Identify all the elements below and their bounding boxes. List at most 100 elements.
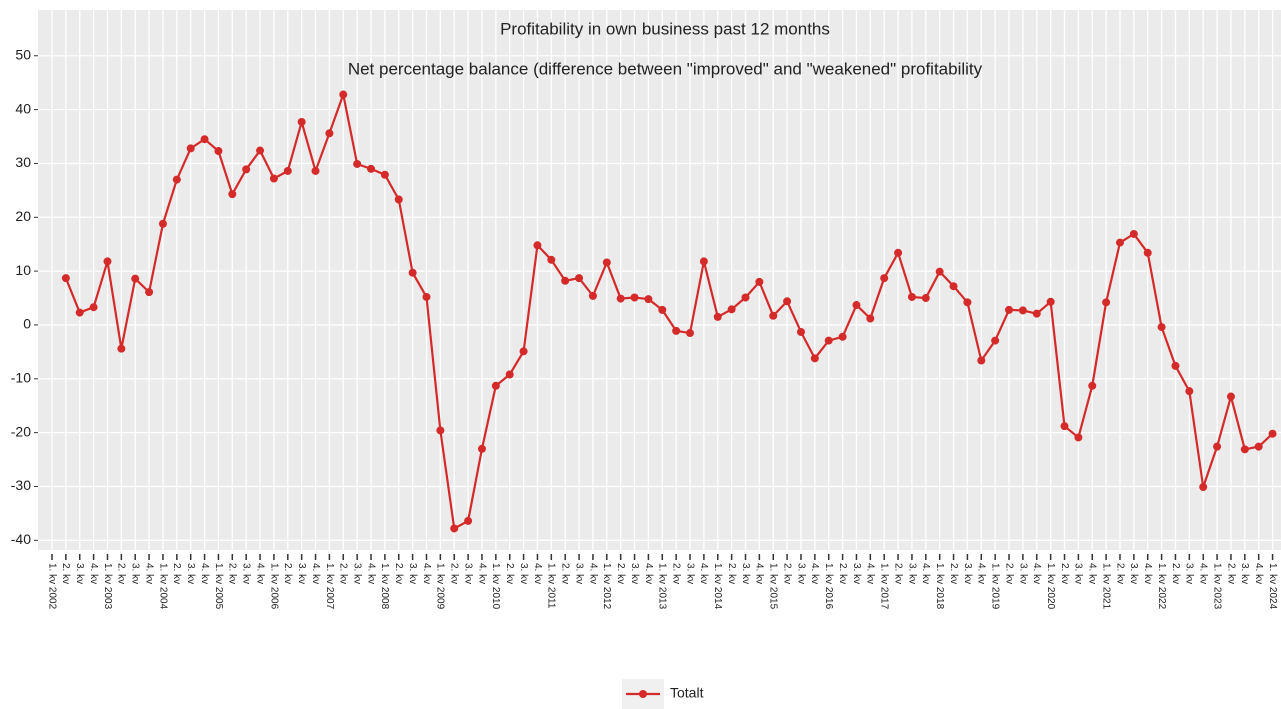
- legend-point: [639, 690, 647, 698]
- x-tick-label: 2. kv: [1114, 563, 1125, 584]
- x-tick-label: 3. kv: [241, 563, 252, 584]
- x-tick-label: 3. kv: [851, 563, 862, 584]
- x-tick-label: 1. kv 2003: [102, 563, 113, 610]
- point: [1240, 445, 1249, 454]
- point: [145, 288, 154, 297]
- x-tick-label: 1. kv 2008: [379, 563, 390, 610]
- x-tick-label: 2. kv: [393, 563, 404, 584]
- y-tick-label: -20: [11, 423, 31, 439]
- point: [491, 381, 500, 390]
- point: [61, 274, 70, 283]
- x-tick-label: 4. kv: [976, 563, 987, 584]
- point: [117, 344, 126, 353]
- x-tick-label: 4. kv: [365, 563, 376, 584]
- point: [1143, 248, 1152, 257]
- x-tick-label: 3. kv: [462, 563, 473, 584]
- point: [158, 219, 167, 228]
- point: [894, 248, 903, 257]
- x-tick-label: 4. kv: [920, 563, 931, 584]
- x-tick-label: 4. kv: [1087, 563, 1098, 584]
- point: [1088, 381, 1097, 390]
- line: [64, 90, 1274, 531]
- point: [408, 268, 417, 277]
- point: [547, 255, 556, 264]
- grid: [38, 10, 1281, 550]
- x-tick-label: 2. kv: [837, 563, 848, 584]
- point: [977, 356, 986, 365]
- point: [783, 297, 792, 306]
- x-tick-label: 2. kv: [227, 563, 238, 584]
- point: [1032, 309, 1041, 318]
- plot-background: [38, 10, 1281, 550]
- point: [810, 354, 819, 363]
- point: [824, 336, 833, 345]
- point: [297, 117, 306, 126]
- point: [228, 190, 237, 199]
- x-tick-label: 1. kv 2019: [990, 563, 1001, 610]
- x-tick-label: 4. kv: [643, 563, 654, 584]
- point: [616, 294, 625, 303]
- x-tick-label: 3. kv: [573, 563, 584, 584]
- point: [1046, 297, 1055, 306]
- x-tick-label: 1. kv 2004: [157, 563, 168, 610]
- x-tick-label: 1. kv 2014: [712, 563, 723, 610]
- point: [699, 257, 708, 266]
- point: [477, 444, 486, 453]
- x-tick-label: 3. kv: [629, 563, 640, 584]
- point: [1115, 238, 1124, 247]
- x-tick-label: 4. kv: [1198, 563, 1209, 584]
- point: [131, 274, 140, 283]
- point: [186, 144, 195, 153]
- x-tick-label: 4. kv: [1253, 563, 1264, 584]
- x-tick-label: 3. kv: [518, 563, 529, 584]
- x-tick-label: 3. kv: [296, 563, 307, 584]
- point: [1102, 298, 1111, 307]
- x-tick-label: 1. kv 2011: [546, 563, 557, 609]
- x-tick-label: 3. kv: [185, 563, 196, 584]
- point: [575, 274, 584, 283]
- point: [935, 267, 944, 276]
- y-tick-label: -10: [11, 369, 31, 385]
- x-tick-label: 4. kv: [1142, 563, 1153, 584]
- marks: [61, 90, 1277, 533]
- x-tick-label: 2. kv: [282, 563, 293, 584]
- x-tick-label: 3. kv: [1017, 563, 1028, 584]
- point: [658, 305, 667, 314]
- x-tick-label: 2. kv: [60, 563, 71, 584]
- point: [880, 274, 889, 283]
- x-tick-label: 1. kv 2024: [1267, 563, 1278, 610]
- x-tick-label: 1. kv 2015: [768, 563, 779, 610]
- x-tick-label: 3. kv: [1184, 563, 1195, 584]
- x-tick-label: 3. kv: [962, 563, 973, 584]
- y-tick-label: -40: [11, 531, 31, 547]
- x-tick-label: 4. kv: [88, 563, 99, 584]
- point: [769, 311, 778, 320]
- point: [1129, 229, 1138, 238]
- x-tick-label: 4. kv: [532, 563, 543, 584]
- y-tick-label: -30: [11, 477, 31, 493]
- point: [852, 301, 861, 310]
- point: [1005, 305, 1014, 314]
- y-tick-label: 0: [23, 316, 31, 332]
- point: [949, 282, 958, 291]
- x-tick-label: 2. kv: [504, 563, 515, 584]
- point: [755, 277, 764, 286]
- x-tick-label: 1. kv 2010: [490, 563, 501, 610]
- x-tick-label: 2. kv: [781, 563, 792, 584]
- point: [256, 146, 265, 155]
- point: [991, 336, 1000, 345]
- point: [269, 174, 278, 183]
- x-tick-label: 4. kv: [254, 563, 265, 584]
- point: [838, 332, 847, 341]
- point: [394, 195, 403, 204]
- point: [1268, 429, 1277, 438]
- chart-title: Profitability in own business past 12 mo…: [500, 19, 830, 38]
- x-tick-label: 4. kv: [310, 563, 321, 584]
- point: [1185, 387, 1194, 396]
- x-tick-label: 3. kv: [351, 563, 362, 584]
- point: [686, 329, 695, 338]
- point: [1213, 442, 1222, 451]
- y-tick-label: 40: [15, 100, 31, 116]
